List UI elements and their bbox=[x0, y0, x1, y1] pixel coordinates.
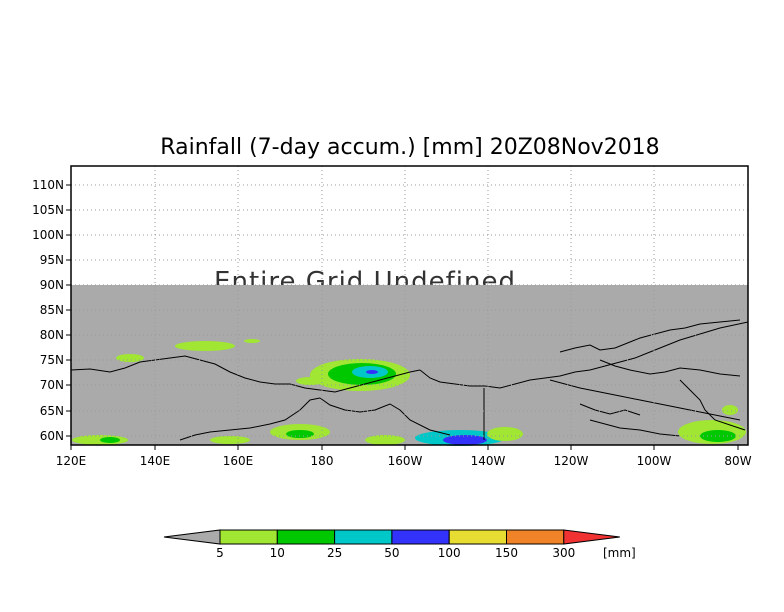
lat-tick-label: 110N bbox=[32, 178, 64, 192]
colorbar-level-label: 25 bbox=[327, 546, 342, 560]
lat-tick-label: 105N bbox=[32, 203, 64, 217]
lon-tick-label: 160E bbox=[223, 454, 254, 468]
colorbar-level-label: 150 bbox=[495, 546, 518, 560]
coastlines bbox=[70, 319, 749, 441]
colorbar-box bbox=[219, 529, 278, 545]
colorbar-over-triangle bbox=[563, 529, 620, 545]
lat-tick-label: 95N bbox=[40, 253, 64, 267]
lat-tick-label: 80N bbox=[40, 328, 64, 342]
longitude-labels: 120E 140E 160E 180 160W 140W 120W 100W 80W bbox=[56, 445, 752, 468]
colorbar-box bbox=[506, 529, 565, 545]
lon-tick-label: 100W bbox=[637, 454, 672, 468]
colorbar-under-triangle bbox=[163, 529, 221, 545]
colorbar-box bbox=[276, 529, 336, 545]
lon-tick-label: 120E bbox=[56, 454, 87, 468]
colorbar-level-label: 10 bbox=[270, 546, 285, 560]
gridlines bbox=[71, 166, 748, 445]
lat-tick-label: 90N bbox=[40, 278, 64, 292]
lat-tick-label: 60N bbox=[40, 429, 64, 443]
colorbar: 5 10 25 50 100 150 300 bbox=[163, 529, 620, 560]
latitude-labels: 60N 65N 70N 75N 80N 85N 90N 95N 100N 105N 110N bbox=[32, 178, 71, 443]
colorbar-level-label: 5 bbox=[216, 546, 224, 560]
colorbar-box bbox=[448, 529, 508, 545]
colorbar-box bbox=[391, 529, 450, 545]
lat-tick-label: 75N bbox=[40, 353, 64, 367]
lat-tick-label: 70N bbox=[40, 378, 64, 392]
colorbar-level-label: 100 bbox=[438, 546, 461, 560]
colorbar-box bbox=[334, 529, 393, 545]
map-frame bbox=[70, 165, 749, 446]
map-title: Rainfall (7-day accum.) [mm] 20Z08Nov201… bbox=[160, 135, 659, 160]
lat-tick-label: 85N bbox=[40, 303, 64, 317]
lon-tick-label: 80W bbox=[724, 454, 751, 468]
lon-tick-label: 140E bbox=[140, 454, 171, 468]
undefined-grid-label: Entire Grid Undefined bbox=[214, 267, 516, 297]
lon-tick-label: 140W bbox=[471, 454, 506, 468]
lat-tick-label: 100N bbox=[32, 228, 64, 242]
lon-tick-label: 180 bbox=[311, 454, 334, 468]
lat-tick-label: 65N bbox=[40, 404, 64, 418]
colorbar-level-label: 50 bbox=[384, 546, 399, 560]
lon-tick-label: 120W bbox=[554, 454, 589, 468]
lon-tick-label: 160W bbox=[388, 454, 423, 468]
colorbar-level-label: 300 bbox=[552, 546, 575, 560]
colorbar-unit: [mm] bbox=[603, 546, 636, 560]
undefined-data-area bbox=[71, 285, 748, 445]
